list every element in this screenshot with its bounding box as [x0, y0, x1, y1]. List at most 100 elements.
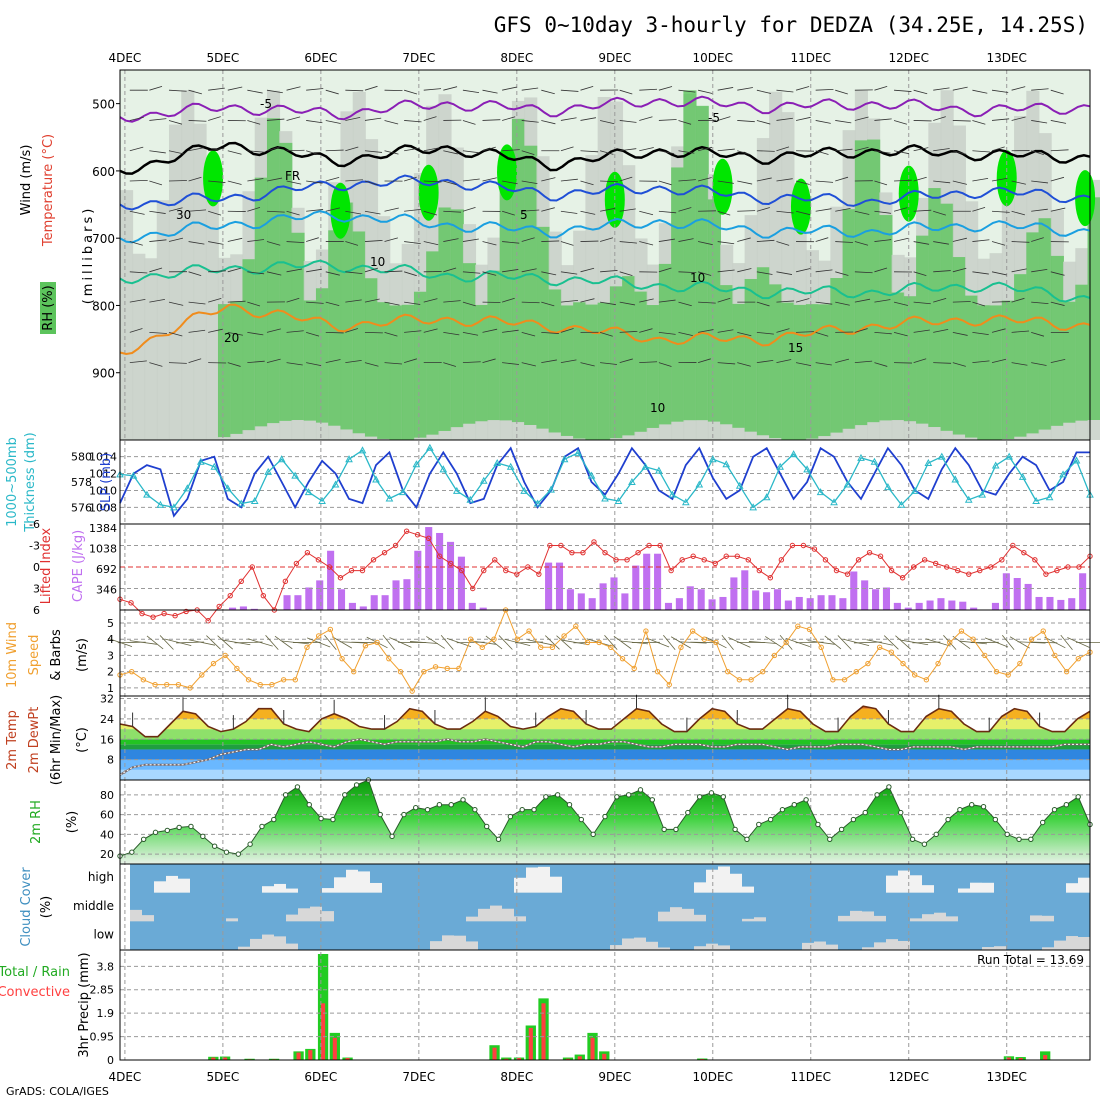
wind-barb [541, 177, 556, 182]
wind-barb [913, 358, 927, 364]
wind-barb [580, 362, 595, 367]
surface-wind-barb [129, 640, 158, 645]
wind-barb [502, 210, 515, 216]
cloud-fill [466, 916, 478, 922]
day-label-top: 10DEC [693, 51, 733, 65]
wind-barb [482, 89, 498, 94]
wind-barb [717, 269, 735, 273]
wind-barb [149, 118, 167, 121]
rh-cell [413, 291, 428, 438]
thickness-marker [560, 455, 569, 463]
rh-cell [144, 258, 158, 440]
rh-cell [744, 278, 758, 432]
wind-barb [502, 297, 515, 303]
cloud-fill [142, 915, 154, 922]
wind-speed-marker [935, 660, 941, 667]
wind-barb [266, 358, 281, 364]
rh-cell [793, 304, 807, 440]
li-marker [337, 575, 344, 581]
wind-barb [1011, 297, 1025, 303]
wind-barb [247, 178, 264, 182]
axis-label-wind10m: Speed [27, 635, 42, 676]
rh-cell [352, 231, 366, 434]
wind-barb [835, 89, 848, 95]
cape-bar [926, 600, 934, 610]
cape-bar [370, 595, 378, 610]
cloud-fill [1078, 877, 1090, 893]
wind-barb [835, 208, 851, 212]
wind-barb [364, 240, 383, 242]
wind-barb [580, 85, 594, 91]
wind-speed-marker [280, 677, 287, 683]
wind-barb [776, 178, 793, 182]
thickness-marker [372, 475, 380, 483]
rh-marker [389, 833, 395, 840]
cloud-fill [898, 870, 910, 893]
pressure-tick: 500 [92, 98, 115, 112]
wind-speed-marker [643, 628, 649, 634]
cloud-fill [634, 937, 646, 950]
wind-barb [776, 328, 790, 333]
wind-speed-marker [958, 628, 965, 634]
li-marker [381, 549, 388, 556]
wind-barb [1050, 207, 1066, 212]
wind-barb [247, 120, 261, 125]
wind-barb [521, 87, 539, 91]
surface-wind-barb [824, 635, 842, 650]
wind-barb [678, 179, 696, 182]
rh-marker [1028, 836, 1034, 842]
li-marker [833, 567, 840, 574]
rh-cell [977, 305, 991, 440]
rh-tick: 80 [100, 789, 114, 802]
cloud-fill [166, 875, 178, 893]
cape-bar [643, 553, 651, 610]
wind-barb [208, 328, 223, 333]
wind-speed-marker [292, 677, 299, 683]
thickness-marker [1018, 472, 1027, 480]
wind-barb [404, 271, 417, 277]
li-marker [635, 549, 641, 556]
li-marker [1076, 564, 1082, 570]
wind-barb [129, 271, 148, 274]
wind-barb [168, 150, 184, 155]
cape-bar [861, 580, 869, 610]
li-marker [1032, 557, 1038, 563]
wind-barb [756, 359, 774, 364]
wind-barb [462, 331, 479, 336]
wind-speed-marker [725, 668, 731, 675]
wind-barb [247, 207, 261, 212]
thickness-marker [345, 455, 353, 463]
wind-barb [717, 210, 731, 216]
cloud-fill [502, 908, 514, 922]
day-label-top: 9DEC [598, 51, 631, 65]
wind-speed-marker [351, 668, 357, 675]
wind-barb [737, 210, 756, 212]
wind-barb [815, 237, 829, 242]
wind-barb [423, 241, 439, 246]
wind-barb [1031, 180, 1049, 184]
rh-cell [1001, 300, 1015, 440]
upper-air-frame [119, 69, 1091, 441]
wind-barb [952, 267, 967, 273]
wind-barb [835, 301, 850, 306]
rh-marker [886, 784, 892, 790]
rh-marker [980, 803, 987, 810]
wind-speed-marker [234, 665, 240, 672]
li-marker [492, 557, 498, 563]
cape-bar [697, 589, 705, 610]
rh-marker [685, 809, 691, 816]
rh-cell [805, 304, 819, 439]
rh-marker [460, 797, 466, 803]
wind-barb [619, 358, 633, 364]
li-marker [866, 549, 873, 556]
wind-barb [168, 180, 187, 182]
thickness-marker [426, 443, 434, 451]
wind-barb [306, 150, 319, 155]
cloud-fill [886, 939, 898, 950]
wind-barb [462, 361, 481, 364]
cloud-fill [130, 909, 142, 922]
wind-barb [599, 237, 614, 242]
wind-speed-marker [841, 677, 848, 683]
wind-barb [972, 271, 989, 275]
cloud-fill [802, 942, 814, 950]
